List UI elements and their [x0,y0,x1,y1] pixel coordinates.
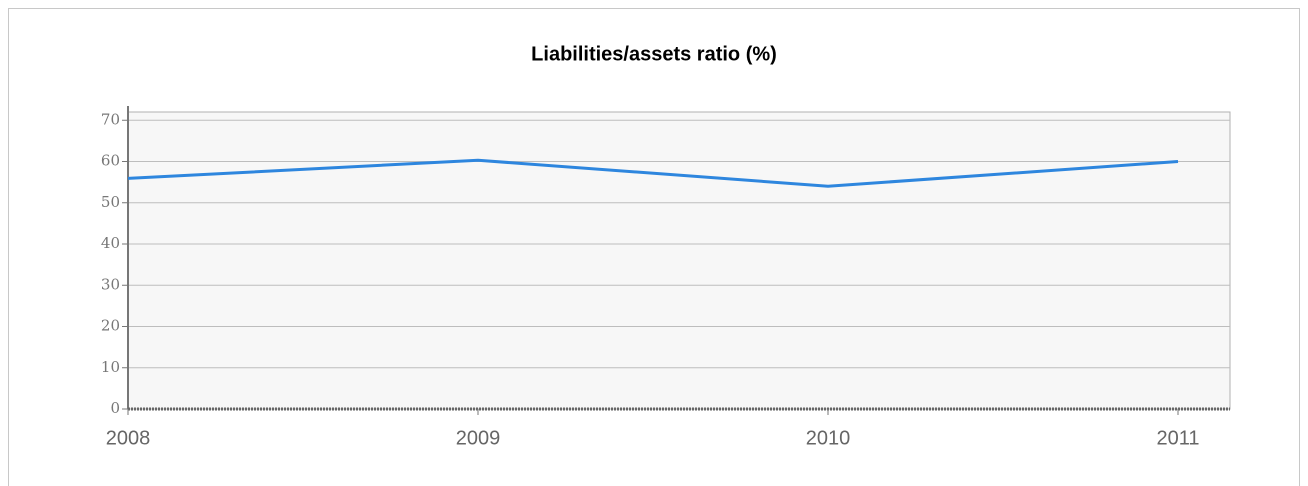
x-tick-label: 2010 [806,427,851,449]
x-tick-label: 2011 [1156,427,1199,449]
y-tick-label: 70 [101,110,120,128]
chart-title: Liabilities/assets ratio (%) [531,43,777,65]
y-tick-label: 50 [101,193,120,211]
y-tick-label: 60 [101,152,120,170]
y-tick-label: 0 [110,399,120,417]
x-tick-label: 2009 [456,427,501,449]
plot-area [127,111,1231,410]
line-series [127,158,1179,188]
y-tick-label: 30 [101,275,120,293]
y-tick-label: 40 [101,234,120,252]
x-tick-label: 2008 [106,427,151,449]
y-tick-label: 20 [101,317,120,335]
y-tick-label: 10 [101,358,120,376]
